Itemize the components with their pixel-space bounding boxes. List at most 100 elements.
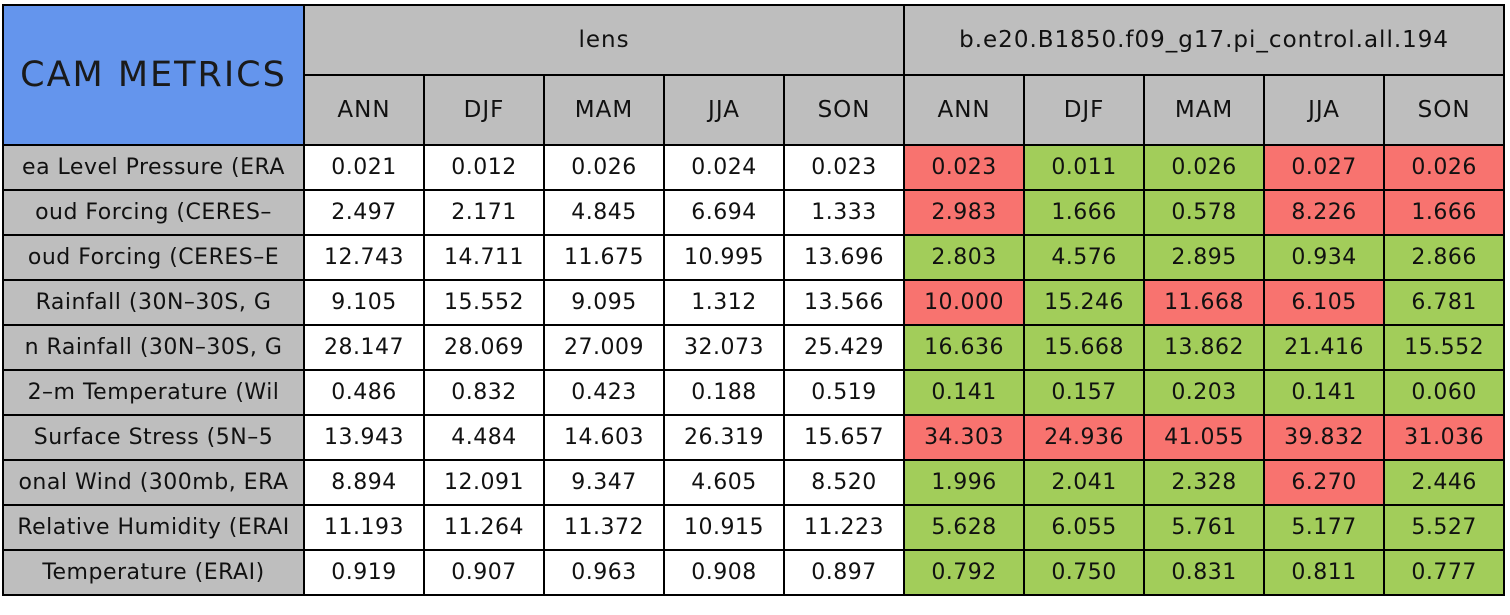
model-value-cell: 15.552 (1383, 324, 1506, 371)
model-value-cell: 0.026 (1143, 144, 1266, 191)
lens-value-cell: 0.832 (423, 369, 545, 416)
model-value-cell: 5.628 (903, 504, 1026, 551)
model-value-cell: 0.027 (1263, 144, 1386, 191)
table-row: Temperature (ERAI) 0.919 0.907 0.963 0.9… (2, 549, 1506, 596)
lens-value-cell: 11.675 (543, 234, 665, 281)
lens-value-cell: 11.193 (303, 504, 425, 551)
lens-value-cell: 32.073 (663, 324, 785, 371)
table-row: n Rainfall (30N–30S, G 28.147 28.069 27.… (2, 324, 1506, 371)
season-header-lens-ann: ANN (303, 74, 425, 146)
lens-value-cell: 0.423 (543, 369, 665, 416)
lens-value-cell: 4.605 (663, 459, 785, 506)
model-value-cell: 15.246 (1023, 279, 1146, 326)
model-value-cell: 13.862 (1143, 324, 1266, 371)
table-body: ea Level Pressure (ERA 0.021 0.012 0.026… (2, 144, 1506, 596)
model-value-cell: 0.141 (1263, 369, 1386, 416)
lens-value-cell: 6.694 (663, 189, 785, 236)
model-value-cell: 1.666 (1383, 189, 1506, 236)
model-value-cell: 0.203 (1143, 369, 1266, 416)
model-value-cell: 0.831 (1143, 549, 1266, 596)
season-header-model-mam: MAM (1143, 74, 1266, 146)
season-header-lens-mam: MAM (543, 74, 665, 146)
model-value-cell: 4.576 (1023, 234, 1146, 281)
lens-value-cell: 0.023 (782, 144, 906, 191)
model-value-cell: 24.936 (1023, 414, 1146, 461)
season-header-lens-son: SON (782, 74, 906, 146)
model-value-cell: 5.177 (1263, 504, 1386, 551)
model-value-cell: 10.000 (903, 279, 1026, 326)
model-value-cell: 0.811 (1263, 549, 1386, 596)
model-value-cell: 1.996 (903, 459, 1026, 506)
lens-value-cell: 0.519 (782, 369, 906, 416)
table-title: CAM METRICS (2, 4, 305, 146)
lens-value-cell: 12.743 (303, 234, 425, 281)
lens-value-cell: 26.319 (663, 414, 785, 461)
model-value-cell: 31.036 (1383, 414, 1506, 461)
model-value-cell: 39.832 (1263, 414, 1386, 461)
lens-value-cell: 10.995 (663, 234, 785, 281)
model-value-cell: 21.416 (1263, 324, 1386, 371)
model-value-cell: 0.750 (1023, 549, 1146, 596)
model-value-cell: 2.983 (903, 189, 1026, 236)
lens-value-cell: 0.908 (663, 549, 785, 596)
model-value-cell: 2.803 (903, 234, 1026, 281)
model-value-cell: 0.141 (903, 369, 1026, 416)
model-value-cell: 0.023 (903, 144, 1026, 191)
table-row: Rainfall (30N–30S, G 9.105 15.552 9.095 … (2, 279, 1506, 326)
model-value-cell: 41.055 (1143, 414, 1266, 461)
model-value-cell: 6.270 (1263, 459, 1386, 506)
model-value-cell: 5.527 (1383, 504, 1506, 551)
model-value-cell: 0.026 (1383, 144, 1506, 191)
model-value-cell: 2.041 (1023, 459, 1146, 506)
season-header-model-ann: ANN (903, 74, 1026, 146)
model-value-cell: 15.668 (1023, 324, 1146, 371)
model-value-cell: 0.060 (1383, 369, 1506, 416)
lens-value-cell: 11.264 (423, 504, 545, 551)
lens-value-cell: 15.657 (782, 414, 906, 461)
lens-value-cell: 9.095 (543, 279, 665, 326)
model-value-cell: 6.781 (1383, 279, 1506, 326)
lens-value-cell: 11.372 (543, 504, 665, 551)
lens-value-cell: 25.429 (782, 324, 906, 371)
table-row: onal Wind (300mb, ERA 8.894 12.091 9.347… (2, 459, 1506, 506)
row-label: oud Forcing (CERES– (2, 189, 305, 236)
lens-value-cell: 0.024 (663, 144, 785, 191)
lens-value-cell: 14.711 (423, 234, 545, 281)
column-group-model: b.e20.B1850.f09_g17.pi_control.all.194 (903, 4, 1506, 76)
model-value-cell: 0.011 (1023, 144, 1146, 191)
lens-value-cell: 1.312 (663, 279, 785, 326)
model-value-cell: 6.055 (1023, 504, 1146, 551)
model-value-cell: 8.226 (1263, 189, 1386, 236)
model-value-cell: 16.636 (903, 324, 1026, 371)
lens-value-cell: 8.520 (782, 459, 906, 506)
lens-value-cell: 0.907 (423, 549, 545, 596)
row-label: n Rainfall (30N–30S, G (2, 324, 305, 371)
lens-value-cell: 0.897 (782, 549, 906, 596)
row-label: ea Level Pressure (ERA (2, 144, 305, 191)
model-value-cell: 0.934 (1263, 234, 1386, 281)
lens-value-cell: 13.696 (782, 234, 906, 281)
model-value-cell: 2.895 (1143, 234, 1266, 281)
season-header-model-jja: JJA (1263, 74, 1386, 146)
row-label: 2–m Temperature (Wil (2, 369, 305, 416)
lens-value-cell: 1.333 (782, 189, 906, 236)
lens-value-cell: 0.188 (663, 369, 785, 416)
table-row: Relative Humidity (ERAI 11.193 11.264 11… (2, 504, 1506, 551)
table-row: oud Forcing (CERES– 2.497 2.171 4.845 6.… (2, 189, 1506, 236)
model-value-cell: 0.777 (1383, 549, 1506, 596)
lens-value-cell: 2.171 (423, 189, 545, 236)
lens-value-cell: 13.566 (782, 279, 906, 326)
lens-value-cell: 13.943 (303, 414, 425, 461)
row-label: Relative Humidity (ERAI (2, 504, 305, 551)
model-value-cell: 11.668 (1143, 279, 1266, 326)
season-header-model-son: SON (1383, 74, 1506, 146)
column-group-lens: lens (302, 4, 906, 76)
table-row: Surface Stress (5N–5 13.943 4.484 14.603… (2, 414, 1506, 461)
lens-value-cell: 0.486 (303, 369, 425, 416)
lens-value-cell: 0.012 (423, 144, 545, 191)
row-label: onal Wind (300mb, ERA (2, 459, 305, 506)
model-value-cell: 2.446 (1383, 459, 1506, 506)
lens-value-cell: 4.484 (423, 414, 545, 461)
lens-value-cell: 14.603 (543, 414, 665, 461)
cam-metrics-table: CAM METRICS lens b.e20.B1850.f09_g17.pi_… (2, 4, 1506, 596)
